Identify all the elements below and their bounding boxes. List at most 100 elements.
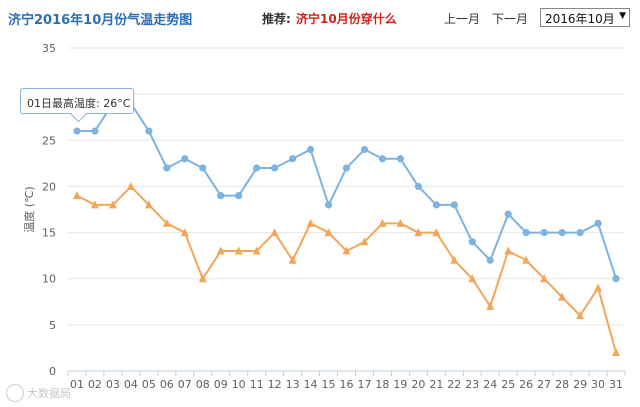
x-tick-label: 24 (483, 378, 497, 391)
data-point (217, 192, 225, 200)
data-point (270, 228, 279, 237)
chevron-down-icon: ▼ (619, 11, 626, 21)
data-point (144, 200, 153, 209)
data-point (360, 237, 369, 246)
data-point (126, 181, 135, 190)
data-point (504, 210, 512, 218)
data-point (342, 164, 351, 172)
prev-month-link[interactable]: 上一月 (444, 12, 481, 26)
data-point (72, 191, 81, 200)
data-point (558, 228, 566, 237)
x-tick-label: 13 (286, 378, 300, 391)
data-point (90, 200, 99, 209)
month-select-value: 2016年10月 (545, 12, 615, 26)
month-select[interactable]: 2016年10月 ▼ (540, 8, 630, 27)
data-point (324, 228, 333, 237)
data-point (414, 228, 423, 237)
x-tick-label: 12 (268, 378, 282, 391)
data-point (468, 238, 476, 246)
x-tick-label: 27 (537, 378, 551, 391)
data-point (253, 164, 261, 172)
x-tick-label: 02 (88, 378, 102, 391)
x-tick-label: 28 (555, 378, 569, 391)
data-point (378, 218, 387, 227)
x-tick-label: 31 (609, 378, 623, 391)
x-tick-label: 10 (232, 378, 246, 391)
data-point (468, 274, 477, 283)
data-point (432, 228, 441, 237)
data-point (558, 292, 567, 301)
x-tick-label: 20 (411, 378, 425, 391)
y-tick-label: 25 (42, 134, 56, 147)
data-point (306, 145, 315, 154)
x-tick-label: 08 (196, 378, 210, 391)
data-point (540, 274, 549, 283)
series-line-2 (76, 185, 617, 353)
data-point (271, 164, 279, 172)
x-tick-label: 03 (106, 378, 120, 391)
data-point (306, 218, 315, 227)
data-point (108, 200, 117, 209)
x-tick-label: 01 (70, 378, 84, 391)
data-point (145, 127, 153, 135)
x-tick-label: 11 (250, 378, 264, 391)
watermark-text: 大数据局 (27, 387, 71, 400)
data-point (486, 301, 495, 310)
x-tick-label: 26 (519, 378, 533, 391)
data-point (199, 164, 207, 172)
recommend-label: 推荐: (262, 12, 291, 26)
data-point (396, 218, 405, 227)
x-tick-label: 17 (357, 378, 371, 391)
data-point (612, 275, 620, 283)
x-tick-label: 05 (142, 378, 156, 391)
data-point (73, 127, 81, 135)
data-point (414, 182, 422, 191)
x-tick-label: 07 (178, 378, 192, 391)
data-point (252, 246, 261, 255)
y-tick-label: 0 (49, 365, 56, 378)
data-point (450, 255, 459, 264)
x-tick-label: 21 (429, 378, 443, 391)
data-point (288, 155, 297, 163)
x-tick-label: 30 (591, 378, 605, 391)
y-axis-label: 温度 (℃) (22, 186, 36, 232)
data-point (163, 164, 171, 172)
data-point (540, 228, 548, 237)
data-point (576, 311, 585, 320)
data-point (594, 283, 603, 292)
data-point (324, 201, 333, 209)
data-point (504, 246, 513, 255)
data-point (288, 255, 297, 264)
watermark-logo-icon (6, 384, 24, 402)
x-tick-label: 19 (393, 378, 407, 391)
data-point (181, 155, 189, 163)
data-point (162, 218, 171, 227)
tooltip-text: 01日最高温度: 26°C (27, 97, 131, 110)
y-tick-label: 35 (42, 42, 56, 55)
x-tick-label: 16 (340, 378, 354, 391)
data-point (396, 155, 405, 163)
y-tick-label: 10 (42, 273, 56, 286)
data-point (594, 219, 602, 227)
data-point (612, 348, 621, 357)
recommend-link[interactable]: 济宁10月份穿什么 (296, 12, 397, 26)
data-point (235, 192, 243, 200)
next-month-link[interactable]: 下一月 (492, 12, 529, 26)
data-point (342, 246, 351, 255)
x-tick-label: 22 (447, 378, 461, 391)
data-point (450, 201, 458, 209)
x-tick-label: 06 (160, 378, 174, 391)
data-point (378, 155, 387, 163)
header: 济宁2016年10月份气温走势图 推荐: 济宁10月份穿什么 上一月 下一月 2… (0, 0, 640, 34)
page-title: 济宁2016年10月份气温走势图 (8, 13, 193, 28)
x-tick-label: 14 (304, 378, 318, 391)
data-point (522, 228, 530, 237)
data-point (91, 127, 99, 135)
data-point (432, 201, 440, 209)
data-point (486, 256, 494, 264)
data-point (234, 246, 243, 255)
y-tick-label: 20 (42, 180, 56, 193)
x-tick-label: 15 (322, 378, 336, 391)
x-tick-label: 18 (375, 378, 389, 391)
